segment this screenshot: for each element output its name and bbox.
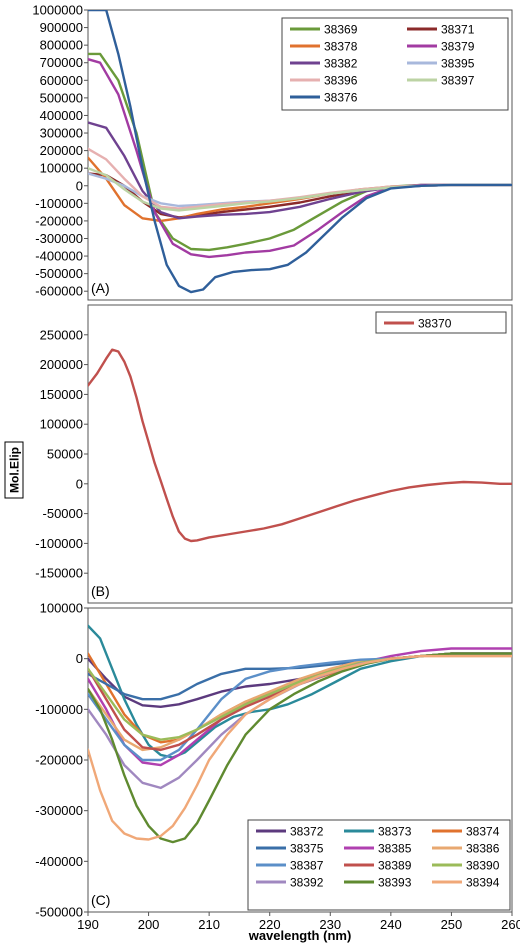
series-line-38370 xyxy=(88,348,512,543)
series-line-38386 xyxy=(88,654,512,752)
series-line-38392 xyxy=(88,652,512,790)
y-tick-label: -500000 xyxy=(35,905,83,920)
series-group xyxy=(88,348,512,543)
legend-label: 38382 xyxy=(324,57,358,71)
y-tick-label: 200000 xyxy=(40,143,83,158)
legend-label: 38379 xyxy=(441,40,475,54)
legend-label: 38376 xyxy=(324,91,358,105)
y-tick-label: -500000 xyxy=(35,266,83,281)
y-tick-label: -600000 xyxy=(35,284,83,299)
y-tick-label: 100000 xyxy=(40,161,83,176)
legend-label: 38374 xyxy=(466,825,500,839)
legend-label: 38386 xyxy=(466,842,500,856)
x-tick-label: 210 xyxy=(198,917,220,932)
legend-label: 38371 xyxy=(441,23,475,37)
series-group xyxy=(88,624,512,844)
x-tick-label: 220 xyxy=(259,917,281,932)
y-tick-label: 200000 xyxy=(40,357,83,372)
y-tick-label: -300000 xyxy=(35,803,83,818)
x-tick-label: 230 xyxy=(319,917,341,932)
legend-label: 38389 xyxy=(378,859,412,873)
y-tick-label: -150000 xyxy=(35,566,83,581)
legend: 38372 38373 38374 38375 38385 38386 38387 38389… xyxy=(247,819,511,911)
legend: 38370 xyxy=(375,311,507,334)
legend-box xyxy=(247,819,511,911)
y-tick-label: 800000 xyxy=(40,38,83,53)
legend-label: 38393 xyxy=(378,876,412,890)
legend-label: 38395 xyxy=(441,57,475,71)
legend-label: 38396 xyxy=(324,74,358,88)
x-tick-label: 240 xyxy=(380,917,402,932)
y-tick-label: -200000 xyxy=(35,753,83,768)
y-tick-label: -100000 xyxy=(35,536,83,551)
y-tick-label: -400000 xyxy=(35,249,83,264)
series-line-38375 xyxy=(88,652,512,701)
legend-label: 38370 xyxy=(418,317,452,331)
legend-label: 38378 xyxy=(324,40,358,54)
y-tick-label: 0 xyxy=(76,178,83,193)
y-tick-label: 400000 xyxy=(40,108,83,123)
y-tick-label: -50000 xyxy=(43,506,83,521)
legend-label: 38392 xyxy=(290,876,324,890)
legend-label: 38375 xyxy=(290,842,324,856)
y-tick-label: 150000 xyxy=(40,387,83,402)
y-tick-label: 700000 xyxy=(40,55,83,70)
panel-label: (C) xyxy=(91,892,110,908)
y-tick-label: -100000 xyxy=(35,702,83,717)
series-line-38376 xyxy=(88,10,512,294)
legend-label: 38372 xyxy=(290,825,324,839)
legend-label: 38394 xyxy=(466,876,500,890)
legend-label: 38369 xyxy=(324,23,358,37)
legend-label: 38385 xyxy=(378,842,412,856)
panel-3: -500000 -400000 -300000 -200000 -100000 0 1000… xyxy=(35,601,520,944)
y-axis-label-box xyxy=(4,441,24,499)
legend-label: 38397 xyxy=(441,74,475,88)
panel-label: (A) xyxy=(91,280,110,296)
series-line-38373 xyxy=(88,624,512,759)
x-tick-label: 250 xyxy=(441,917,463,932)
y-axis-label-group: Mol.Elip xyxy=(4,441,24,499)
panel-label: (B) xyxy=(91,583,110,599)
y-axis-label: Mol.Elip xyxy=(8,447,22,493)
series-line-38394 xyxy=(88,654,512,841)
y-tick-label: 100000 xyxy=(40,417,83,432)
legend-box xyxy=(281,17,509,111)
x-tick-label: 190 xyxy=(77,917,99,932)
legend: 38369 38371 38378 38379 38382 38395 38396 38397… xyxy=(281,17,509,111)
y-tick-label: -200000 xyxy=(35,213,83,228)
x-axis-label: wavelength (nm) xyxy=(248,928,352,943)
y-tick-label: 100000 xyxy=(40,601,83,616)
x-tick-label: 200 xyxy=(138,917,160,932)
y-tick-label: 900000 xyxy=(40,20,83,35)
panel-2: -150000 -100000 -50000 0 50000 100000 150000 20… xyxy=(4,304,513,604)
y-tick-label: 0 xyxy=(76,476,83,491)
legend-label: 38390 xyxy=(466,859,500,873)
legend-box xyxy=(375,311,507,334)
series-group xyxy=(88,10,512,294)
y-tick-label: 50000 xyxy=(47,447,83,462)
y-tick-label: 250000 xyxy=(40,327,83,342)
y-tick-label: 600000 xyxy=(40,73,83,88)
y-tick-label: -100000 xyxy=(35,196,83,211)
y-tick-label: 500000 xyxy=(40,90,83,105)
x-tick-label: 260 xyxy=(501,917,520,932)
y-tick-label: 300000 xyxy=(40,126,83,141)
legend-label: 38373 xyxy=(378,825,412,839)
legend-label: 38387 xyxy=(290,859,324,873)
panel-1: -600000 -500000 -400000 -300000 -200000 -1000… xyxy=(32,3,513,301)
plot-frame xyxy=(87,9,513,301)
y-tick-label: 1000000 xyxy=(32,3,83,18)
y-tick-label: -400000 xyxy=(35,854,83,869)
y-tick-label: -300000 xyxy=(35,231,83,246)
y-tick-label: 0 xyxy=(76,651,83,666)
